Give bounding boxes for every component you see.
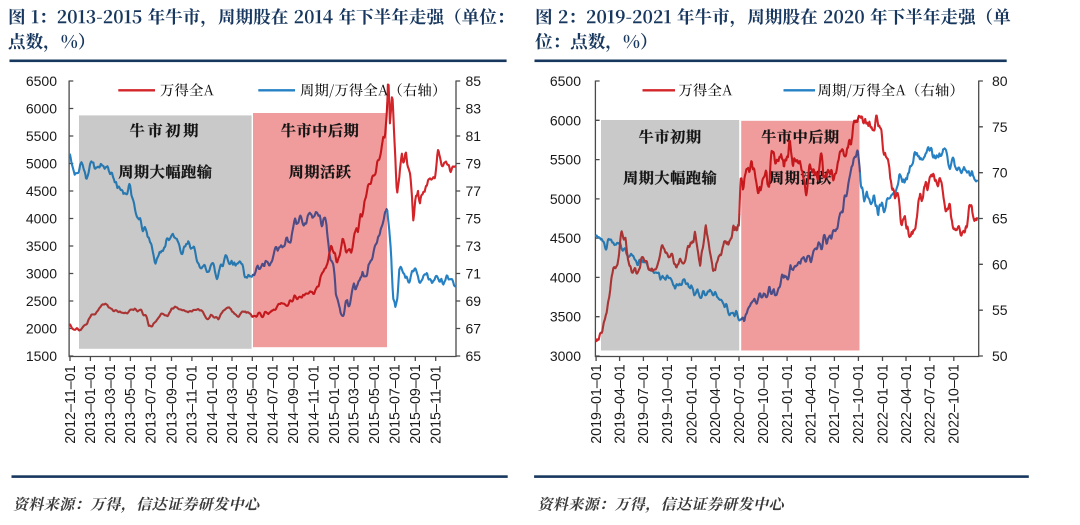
- svg-text:4000: 4000: [26, 211, 57, 227]
- svg-text:2013–01–01: 2013–01–01: [83, 364, 99, 444]
- svg-text:2019–10–01: 2019–10–01: [660, 364, 676, 444]
- svg-text:4500: 4500: [26, 183, 57, 199]
- svg-text:2021–04–01: 2021–04–01: [803, 364, 819, 444]
- svg-text:2022–07–01: 2022–07–01: [923, 364, 939, 444]
- svg-text:2012–11–01: 2012–11–01: [63, 365, 79, 443]
- svg-text:5000: 5000: [26, 156, 57, 172]
- svg-text:2013–07–01: 2013–07–01: [144, 364, 160, 444]
- svg-text:60: 60: [992, 256, 1008, 272]
- svg-text:2500: 2500: [26, 293, 57, 309]
- svg-text:2015–05–01: 2015–05–01: [367, 364, 383, 444]
- svg-text:75: 75: [992, 119, 1008, 135]
- svg-text:1500: 1500: [26, 348, 57, 364]
- svg-text:2022–04–01: 2022–04–01: [899, 364, 915, 444]
- svg-text:3500: 3500: [26, 238, 57, 254]
- svg-text:70: 70: [992, 165, 1008, 181]
- svg-text:3000: 3000: [550, 348, 581, 364]
- svg-text:4000: 4000: [550, 269, 581, 285]
- svg-text:69: 69: [466, 293, 482, 309]
- svg-text:6500: 6500: [550, 73, 581, 89]
- svg-text:2021–07–01: 2021–07–01: [827, 364, 843, 444]
- svg-text:4500: 4500: [550, 230, 581, 246]
- svg-text:5500: 5500: [26, 128, 57, 144]
- svg-text:2013–09–01: 2013–09–01: [164, 364, 180, 444]
- svg-text:79: 79: [466, 156, 482, 172]
- svg-text:2015–09–01: 2015–09–01: [408, 364, 424, 444]
- svg-text:2015–01–01: 2015–01–01: [327, 364, 343, 444]
- svg-text:5000: 5000: [550, 191, 581, 207]
- svg-text:2014–05–01: 2014–05–01: [245, 364, 261, 444]
- svg-text:2013–03–01: 2013–03–01: [103, 364, 119, 444]
- svg-text:2015–11–01: 2015–11–01: [429, 365, 445, 443]
- svg-text:77: 77: [466, 183, 482, 199]
- svg-text:73: 73: [466, 238, 482, 254]
- svg-text:83: 83: [466, 101, 482, 117]
- svg-text:71: 71: [466, 266, 482, 282]
- svg-text:80: 80: [992, 73, 1008, 89]
- svg-text:2014–07–01: 2014–07–01: [266, 364, 282, 444]
- svg-text:2020–10–01: 2020–10–01: [756, 364, 772, 444]
- svg-text:2013–05–01: 2013–05–01: [123, 364, 139, 444]
- svg-text:3500: 3500: [550, 309, 581, 325]
- svg-text:2021–10–01: 2021–10–01: [851, 364, 867, 444]
- svg-text:50: 50: [992, 348, 1008, 364]
- svg-text:6000: 6000: [550, 112, 581, 128]
- svg-text:6500: 6500: [26, 73, 57, 89]
- svg-text:85: 85: [466, 73, 482, 89]
- svg-text:2000: 2000: [26, 321, 57, 337]
- svg-text:2014–11–01: 2014–11–01: [307, 365, 323, 443]
- svg-text:2019–04–01: 2019–04–01: [612, 364, 628, 444]
- svg-text:6000: 6000: [26, 101, 57, 117]
- svg-text:65: 65: [466, 348, 482, 364]
- svg-text:2020–04–01: 2020–04–01: [708, 364, 724, 444]
- svg-text:55: 55: [992, 302, 1008, 318]
- svg-text:2020–07–01: 2020–07–01: [732, 364, 748, 444]
- svg-text:2020–01–01: 2020–01–01: [684, 364, 700, 444]
- svg-text:2019–07–01: 2019–07–01: [636, 364, 652, 444]
- svg-text:67: 67: [466, 321, 482, 337]
- svg-text:2019–01–01: 2019–01–01: [589, 364, 605, 444]
- svg-text:2013–11–01: 2013–11–01: [185, 365, 201, 443]
- svg-text:75: 75: [466, 211, 482, 227]
- svg-text:2014–01–01: 2014–01–01: [205, 364, 221, 444]
- svg-text:2022–10–01: 2022–10–01: [947, 364, 963, 444]
- svg-text:2015–07–01: 2015–07–01: [387, 364, 403, 444]
- svg-text:2015–03–01: 2015–03–01: [347, 364, 363, 444]
- svg-text:2014–03–01: 2014–03–01: [225, 364, 241, 444]
- svg-text:3000: 3000: [26, 266, 57, 282]
- svg-text:2022–01–01: 2022–01–01: [875, 364, 891, 444]
- svg-text:2014–09–01: 2014–09–01: [286, 364, 302, 444]
- svg-text:81: 81: [466, 128, 482, 144]
- svg-text:5500: 5500: [550, 152, 581, 168]
- svg-text:2021–01–01: 2021–01–01: [780, 364, 796, 444]
- svg-text:65: 65: [992, 211, 1008, 227]
